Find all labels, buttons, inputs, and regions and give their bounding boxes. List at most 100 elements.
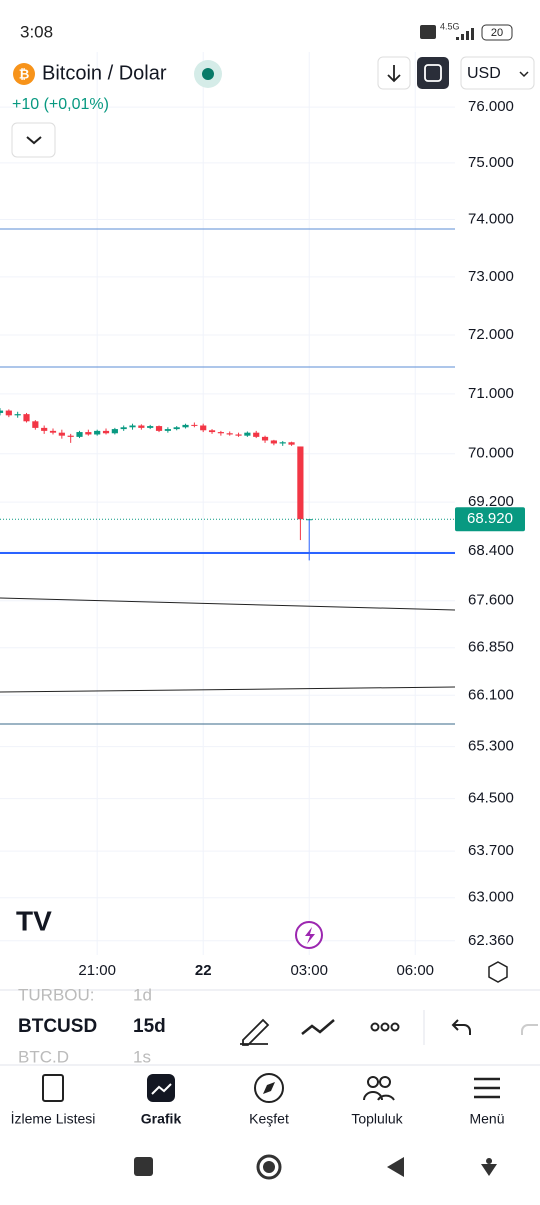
symbol-prev: TURBOU: bbox=[18, 985, 95, 1004]
trend-line bbox=[0, 597, 456, 611]
candle-body bbox=[129, 425, 136, 428]
tradingview-logo: TV bbox=[16, 905, 52, 936]
x-tick-label: 03:00 bbox=[290, 962, 328, 979]
candle-body bbox=[226, 433, 233, 435]
btc-icon-glyph: ₿ bbox=[19, 66, 30, 81]
candle-body bbox=[155, 426, 163, 431]
candle-body bbox=[200, 425, 207, 431]
candle-body bbox=[32, 421, 39, 428]
symbol-name[interactable]: Bitcoin / Dolar bbox=[42, 62, 167, 84]
candle-body bbox=[191, 424, 198, 426]
interval-next: 1s bbox=[133, 1047, 151, 1066]
y-tick-label: 63.700 bbox=[468, 842, 514, 859]
interval[interactable]: 15d bbox=[133, 1016, 166, 1037]
interval-prev: 1d bbox=[133, 985, 152, 1004]
y-tick-label: 69.200 bbox=[468, 493, 514, 510]
candle-body bbox=[235, 434, 242, 436]
explore-icon[interactable] bbox=[254, 1073, 284, 1103]
y-tick-label: 65.300 bbox=[468, 738, 514, 755]
candle-body bbox=[102, 430, 110, 434]
clock: 3:08 bbox=[20, 22, 53, 41]
back-button[interactable] bbox=[387, 1157, 404, 1177]
candle-body bbox=[253, 432, 260, 437]
candle-body bbox=[164, 429, 171, 431]
y-tick-label: 72.000 bbox=[468, 326, 514, 343]
menu-icon[interactable] bbox=[474, 1077, 500, 1099]
y-tick-label: 62.360 bbox=[468, 932, 514, 949]
nav-label[interactable]: Topluluk bbox=[351, 1111, 403, 1127]
nav-label[interactable]: Grafik bbox=[141, 1111, 182, 1127]
candle-body bbox=[14, 414, 21, 416]
arrow-icon bbox=[387, 65, 401, 83]
settings-icon[interactable] bbox=[488, 961, 508, 983]
candle-body bbox=[49, 430, 57, 433]
currency-select[interactable] bbox=[460, 56, 535, 90]
candle-body bbox=[5, 410, 12, 416]
y-tick-label: 73.000 bbox=[468, 268, 514, 285]
x-tick-label: 06:00 bbox=[396, 962, 434, 979]
symbol-next: BTC.D bbox=[18, 1047, 69, 1066]
signal-icon bbox=[456, 28, 474, 40]
y-tick-label: 66.100 bbox=[468, 686, 514, 703]
candle-body bbox=[41, 427, 48, 431]
candle-body bbox=[58, 432, 65, 436]
nav-label[interactable]: Menü bbox=[469, 1111, 504, 1127]
y-tick-label: 75.000 bbox=[468, 154, 514, 171]
y-tick-label: 76.000 bbox=[468, 98, 514, 115]
candle-body bbox=[0, 410, 4, 413]
market-status-dot bbox=[202, 68, 214, 80]
y-tick-label: 68.400 bbox=[468, 542, 514, 559]
candle-body bbox=[208, 430, 216, 433]
candle-body bbox=[288, 442, 295, 445]
home-dot bbox=[263, 1161, 275, 1173]
candle-body bbox=[279, 442, 286, 444]
x-tick-label: 22 bbox=[195, 962, 212, 979]
last-price-label: 68.920 bbox=[467, 510, 513, 527]
chevron bbox=[26, 136, 42, 145]
candle-body bbox=[111, 429, 118, 434]
battery: 20 bbox=[491, 27, 503, 39]
candle-body bbox=[297, 446, 304, 520]
candle-body bbox=[138, 425, 145, 428]
chart-glyph bbox=[151, 1083, 172, 1095]
y-tick-label: 74.000 bbox=[468, 210, 514, 227]
home-button[interactable] bbox=[256, 1154, 282, 1180]
fullscreen-button[interactable] bbox=[417, 57, 449, 89]
x-tick-label: 21:00 bbox=[78, 962, 116, 979]
indicator-tool[interactable] bbox=[301, 1019, 335, 1035]
assistant-button[interactable] bbox=[481, 1158, 497, 1176]
btc-icon bbox=[13, 63, 35, 85]
y-tick-label: 70.000 bbox=[468, 445, 514, 462]
symbol[interactable]: BTCUSD bbox=[18, 1016, 97, 1037]
network: 4.5G bbox=[440, 21, 460, 31]
chevron bbox=[519, 71, 529, 78]
lightning-icon bbox=[305, 927, 315, 944]
more-tool[interactable] bbox=[370, 1022, 400, 1032]
candle-body bbox=[76, 432, 83, 437]
candle-body bbox=[94, 430, 101, 435]
undo[interactable] bbox=[451, 1019, 471, 1035]
volte-icon bbox=[420, 25, 436, 39]
trend-line bbox=[0, 686, 456, 693]
watchlist-icon[interactable] bbox=[42, 1074, 64, 1102]
community-icon[interactable] bbox=[363, 1076, 395, 1101]
y-tick-label: 71.000 bbox=[468, 385, 514, 402]
candle-body bbox=[120, 427, 127, 430]
redo bbox=[521, 1024, 538, 1035]
candle-body bbox=[270, 440, 277, 444]
compass-glyph bbox=[263, 1082, 275, 1094]
y-tick-label: 67.600 bbox=[468, 592, 514, 609]
candle-body bbox=[244, 432, 251, 436]
candle-body bbox=[217, 432, 224, 434]
candle-body bbox=[85, 432, 92, 435]
draw-tool[interactable] bbox=[240, 1018, 270, 1046]
recents-button[interactable] bbox=[134, 1157, 153, 1176]
price-change: +10 (+0,01%) bbox=[12, 96, 109, 113]
nav-label[interactable]: İzleme Listesi bbox=[11, 1110, 96, 1127]
expand-button[interactable] bbox=[11, 122, 56, 158]
nav-label[interactable]: Keşfet bbox=[249, 1111, 289, 1127]
chart: 21:00 22 03:00 06:00 76.000 75.000 74.000 73.00… bbox=[0, 52, 525, 979]
candle-body bbox=[182, 424, 189, 428]
